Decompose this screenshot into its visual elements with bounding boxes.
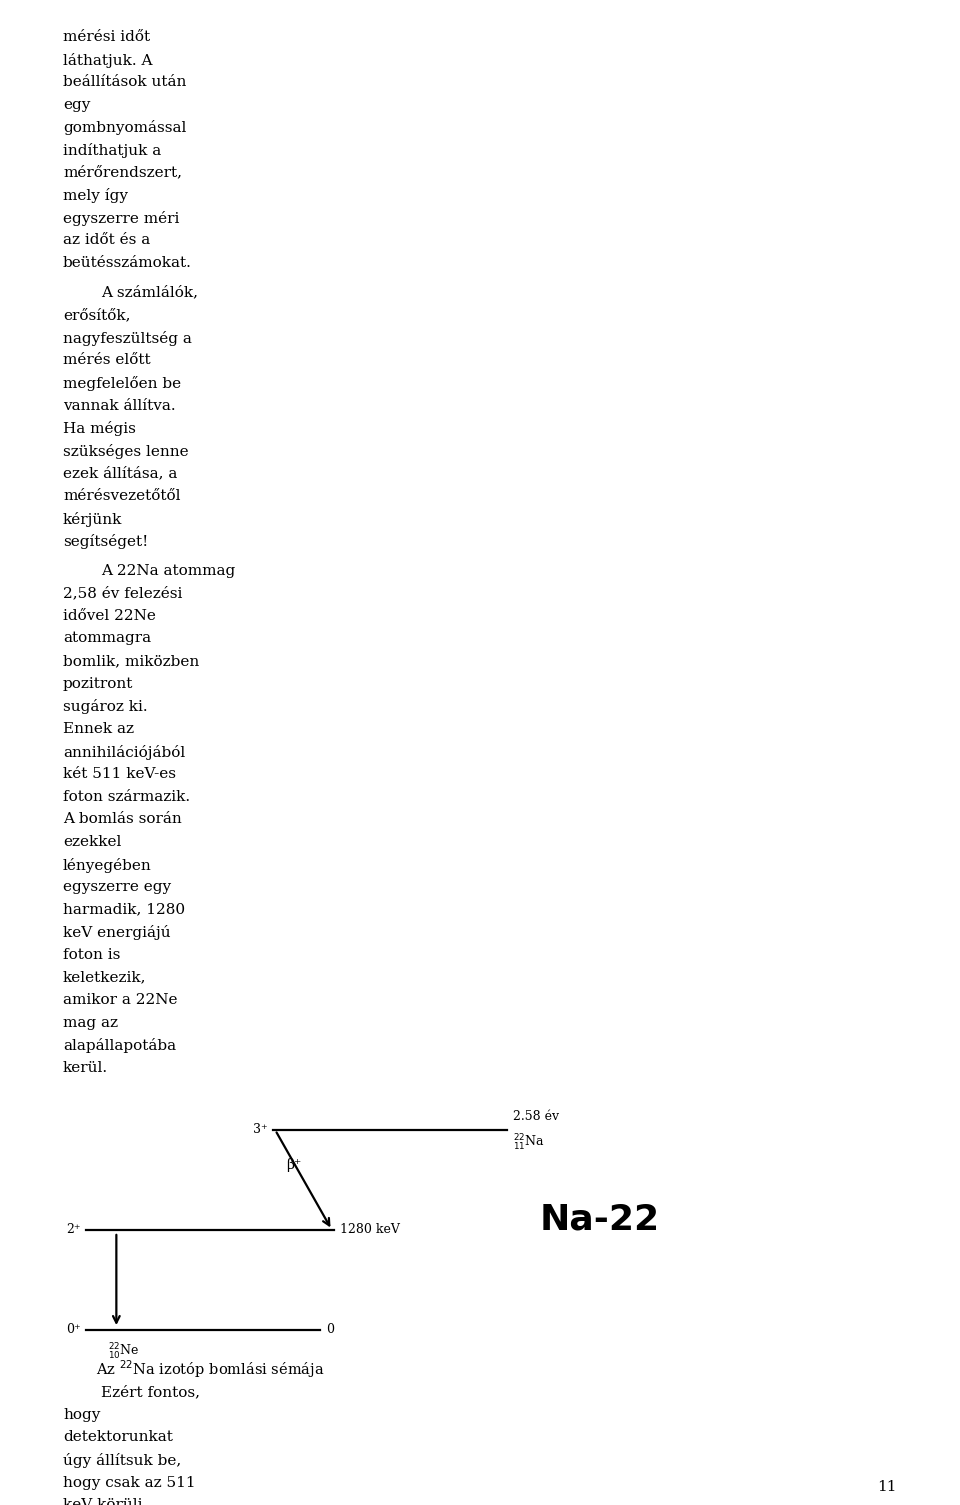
Text: Ha mégis: Ha mégis [63,421,136,436]
Text: kérjünk: kérjünk [63,512,122,527]
Text: β⁺: β⁺ [286,1157,301,1172]
Text: amikor a 22Ne: amikor a 22Ne [63,993,178,1007]
Text: megfelelően be: megfelelően be [63,376,181,391]
Text: Az $^{22}$Na izotóp bomlási sémája: Az $^{22}$Na izotóp bomlási sémája [96,1358,324,1380]
Text: $^{22}_{11}$Na: $^{22}_{11}$Na [513,1133,544,1153]
Text: hogy: hogy [63,1407,101,1422]
Text: mag az: mag az [63,1016,118,1029]
Text: 3⁺: 3⁺ [252,1124,267,1136]
Text: pozitront: pozitront [63,677,133,691]
Text: A 22Na atommag: A 22Na atommag [101,563,235,578]
Text: $^{22}_{10}$Ne: $^{22}_{10}$Ne [108,1342,139,1362]
Text: egyszerre méri: egyszerre méri [63,211,180,226]
Text: egy: egy [63,98,90,111]
Text: Ennek az: Ennek az [63,722,134,736]
Text: keV energiájú: keV energiájú [63,926,171,941]
Text: mérési időt: mérési időt [63,30,150,44]
Text: két 511 keV-es: két 511 keV-es [63,768,176,781]
Text: 1280 keV: 1280 keV [340,1224,399,1237]
Text: keletkezik,: keletkezik, [63,971,147,984]
Text: gombnyomással: gombnyomással [63,120,186,135]
Text: Na-22: Na-22 [540,1202,660,1237]
Text: alapállapotába: alapállapotába [63,1038,176,1053]
Text: foton is: foton is [63,948,120,962]
Text: keV körüli: keV körüli [63,1497,142,1505]
Text: nagyfeszültség a: nagyfeszültség a [63,331,192,346]
Text: segítséget!: segítséget! [63,534,149,549]
Text: beütésszámokat.: beütésszámokat. [63,256,192,269]
Text: lényegében: lényegében [63,858,152,873]
Text: 2.58 év: 2.58 év [513,1111,559,1123]
Text: indíthatjuk a: indíthatjuk a [63,143,161,158]
Text: beállítások után: beállítások után [63,75,186,89]
Text: vannak állítva.: vannak állítva. [63,399,176,412]
Text: mely így: mely így [63,188,128,203]
Text: mérőrendszert,: mérőrendszert, [63,166,182,179]
Text: 2,58 év felezési: 2,58 év felezési [63,587,182,600]
Text: 2⁺: 2⁺ [66,1224,81,1237]
Text: Ezért fontos,: Ezért fontos, [101,1385,200,1400]
Text: ezek állítása, a: ezek állítása, a [63,467,178,480]
Text: A bomlás során: A bomlás során [63,813,181,826]
Text: mérés előtt: mérés előtt [63,354,151,367]
Text: kerül.: kerül. [63,1061,108,1075]
Text: foton származik.: foton származik. [63,790,190,804]
Text: egyszerre egy: egyszerre egy [63,880,171,894]
Text: mérésvezetőtől: mérésvezetőtől [63,489,180,503]
Text: annihilációjából: annihilációjából [63,745,185,760]
Text: bomlik, miközben: bomlik, miközben [63,655,200,668]
Text: az időt és a: az időt és a [63,233,151,247]
Text: láthatjuk. A: láthatjuk. A [63,53,153,68]
Text: harmadik, 1280: harmadik, 1280 [63,903,185,917]
Text: sugároz ki.: sugároz ki. [63,700,148,715]
Text: úgy állítsuk be,: úgy állítsuk be, [63,1452,181,1467]
Text: erősítők,: erősítők, [63,309,131,322]
Text: ezekkel: ezekkel [63,835,121,849]
Text: 0⁺: 0⁺ [65,1323,81,1336]
Text: atommagra: atommagra [63,632,151,646]
Text: idővel 22Ne: idővel 22Ne [63,610,156,623]
Text: 0: 0 [325,1323,334,1336]
Text: A számlálók,: A számlálók, [101,286,198,299]
Text: hogy csak az 511: hogy csak az 511 [63,1475,196,1490]
Text: szükséges lenne: szükséges lenne [63,444,188,459]
Text: detektorunkat: detektorunkat [63,1430,173,1445]
Text: 11: 11 [877,1479,897,1494]
